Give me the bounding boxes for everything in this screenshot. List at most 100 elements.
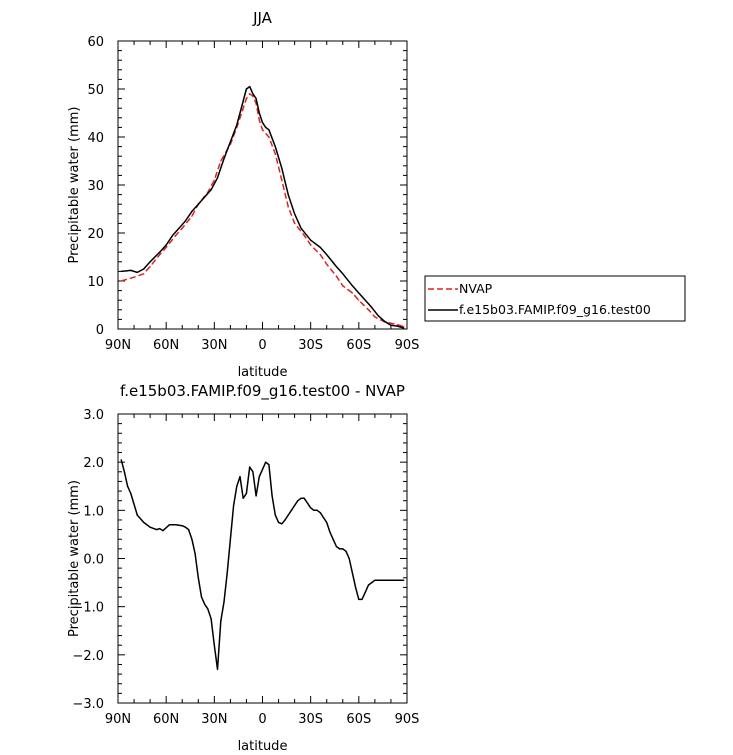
bottom-panel: f.e15b03.FAMIP.f09_g16.test00 - NVAP 90N 6…: [67, 382, 419, 754]
data-point: [120, 459, 122, 461]
data-point: [210, 189, 212, 191]
data-point: [351, 292, 353, 294]
data-point: [383, 320, 386, 322]
legend-label: f.e15b03.FAMIP.f09_g16.test00: [459, 302, 651, 317]
data-point: [226, 572, 228, 574]
data-point: [130, 492, 132, 495]
data-point: [155, 529, 158, 531]
data-point: [396, 325, 398, 327]
data-point: [194, 553, 196, 555]
data-point: [400, 579, 402, 581]
data-point: [223, 158, 225, 160]
y-tick-label: −2.0: [72, 649, 104, 664]
data-point: [403, 327, 405, 329]
data-point: [358, 292, 360, 294]
data-point: [165, 244, 167, 246]
data-point: [371, 306, 373, 308]
data-point: [294, 222, 296, 224]
data-point: [255, 98, 257, 100]
data-point: [303, 234, 305, 236]
y-tick-label: 2.0: [83, 456, 104, 471]
y-tick-label: 40: [87, 131, 104, 146]
data-point: [342, 273, 344, 275]
data-point: [261, 122, 264, 124]
x-tick-label: 60N: [153, 712, 179, 727]
data-point: [281, 179, 283, 181]
x-tick-label: 90S: [395, 712, 420, 727]
data-point: [364, 299, 366, 301]
y-tick-label: 50: [87, 83, 104, 98]
data-point: [204, 603, 206, 605]
data-point: [239, 476, 241, 478]
data-point: [281, 523, 283, 525]
data-point: [258, 119, 260, 121]
data-point: [345, 550, 347, 552]
data-point: [329, 531, 331, 533]
data-point: [229, 538, 231, 540]
data-point: [123, 471, 125, 473]
data-point: [210, 618, 212, 620]
chart-title: JJA: [252, 9, 273, 27]
data-point: [200, 596, 203, 598]
data-point: [335, 275, 337, 277]
data-point: [242, 497, 244, 499]
data-point: [374, 579, 376, 581]
data-point: [348, 557, 350, 560]
data-point: [181, 227, 183, 229]
x-tick-label: 60S: [346, 712, 371, 727]
data-point: [184, 526, 186, 528]
data-point: [207, 608, 209, 610]
x-axis-label: latitude: [238, 365, 288, 380]
data-point: [361, 598, 363, 601]
data-point: [265, 126, 267, 128]
data-point: [387, 579, 389, 581]
data-point: [332, 538, 334, 540]
data-point: [229, 141, 231, 143]
data-point: [191, 210, 193, 212]
data-point: [355, 586, 357, 589]
x-tick-label: 30N: [201, 338, 227, 353]
data-point: [313, 509, 315, 511]
data-point: [297, 500, 299, 502]
data-point: [133, 276, 135, 278]
data-point: [390, 324, 392, 326]
x-tick-label: 30N: [201, 712, 227, 727]
data-point: [326, 521, 328, 524]
y-axis-label: Precipitable water (mm): [67, 107, 82, 264]
x-tick-label: 60S: [346, 338, 371, 353]
data-point: [162, 530, 164, 532]
data-point: [136, 271, 138, 273]
y-axis-label: Precipitable water (mm): [67, 480, 82, 637]
data-point: [322, 517, 325, 519]
top-panel: JJA 90N 60N 30N 0 30S 60S 90S 0 10 20 30 40 50 60 latit…: [67, 9, 419, 380]
data-point: [165, 246, 167, 248]
data-point: [274, 153, 276, 155]
data-point: [316, 509, 318, 511]
data-point: [242, 107, 244, 109]
data-point: [175, 234, 177, 236]
plot-frame: [117, 413, 408, 704]
data-point: [213, 644, 215, 646]
data-point: [172, 234, 174, 236]
series-line: [121, 85, 405, 329]
data-point: [252, 471, 254, 473]
data-point: [236, 485, 238, 487]
data-point: [367, 584, 370, 586]
data-point: [197, 577, 199, 579]
data-point: [364, 591, 366, 593]
data-point: [351, 285, 353, 287]
series-line: [120, 93, 405, 328]
data-point: [149, 526, 151, 528]
data-point: [168, 524, 170, 526]
data-point: [159, 528, 161, 530]
data-point: [393, 579, 395, 581]
data-point: [191, 538, 193, 540]
data-point: [233, 504, 235, 507]
data-point: [284, 519, 286, 521]
data-point: [342, 285, 344, 287]
data-point: [281, 167, 283, 169]
data-point: [120, 280, 122, 282]
data-point: [303, 497, 305, 499]
data-point: [252, 95, 254, 97]
data-point: [374, 316, 376, 318]
